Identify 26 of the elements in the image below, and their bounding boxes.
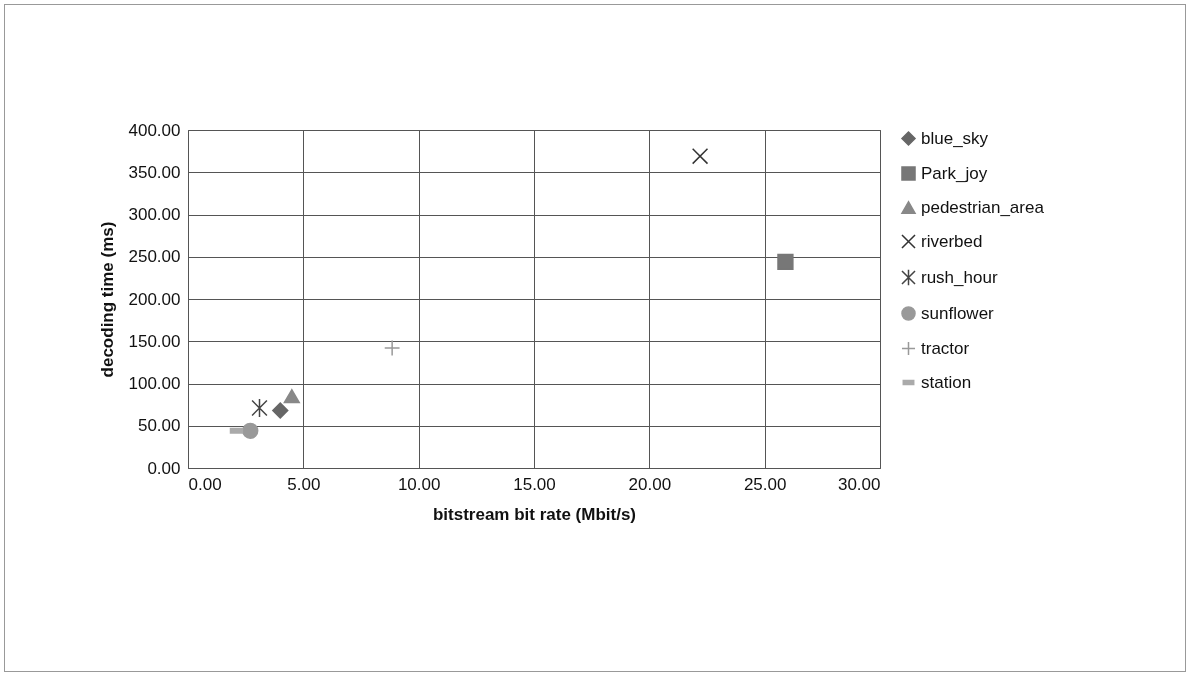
x-tick-label: 25.00 <box>743 474 787 494</box>
y-tick-label: 0.00 <box>147 458 181 478</box>
x-tick-label: 5.00 <box>287 474 321 494</box>
legend-label: sunflower <box>921 303 995 323</box>
x-tick-label: 20.00 <box>628 474 672 494</box>
y-tick-label: 150.00 <box>128 331 181 351</box>
y-axis-title: decoding time (ms) <box>97 221 117 378</box>
y-tick-label: 350.00 <box>128 162 181 182</box>
legend-label: riverbed <box>921 231 983 251</box>
legend-label: rush_hour <box>921 267 998 287</box>
legend-label: pedestrian_area <box>921 197 1045 217</box>
y-tick-label: 400.00 <box>128 120 181 140</box>
legend-label: Park_joy <box>921 163 988 183</box>
y-tick-label: 100.00 <box>128 374 181 393</box>
x-axis-title: bitstream bit rate (Mbit/s) <box>432 504 637 524</box>
legend-label: tractor <box>921 338 970 358</box>
x-tick-label: 10.00 <box>397 474 441 494</box>
y-tick-label: 250.00 <box>128 247 181 267</box>
y-tick-label: 300.00 <box>128 205 181 224</box>
y-tick-label: 50.00 <box>137 416 181 436</box>
y-tick-label: 200.00 <box>128 289 181 309</box>
x-tick-label: 15.00 <box>513 474 556 494</box>
legend-label: station <box>921 372 972 392</box>
x-tick-label: 30.00 <box>837 474 881 494</box>
legend-label: blue_sky <box>921 128 989 148</box>
x-tick-label: 0.00 <box>188 474 222 494</box>
